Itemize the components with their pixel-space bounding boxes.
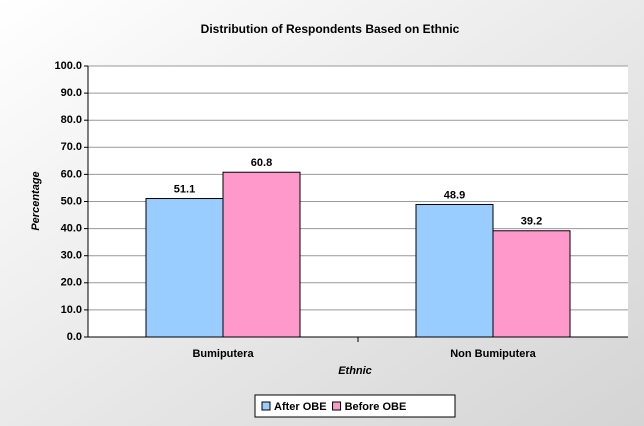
y-tick-label: 50.0 [61, 195, 82, 207]
y-tick-label: 40.0 [61, 223, 82, 235]
legend-label: Before OBE [345, 401, 407, 413]
data-label: 60.8 [251, 157, 272, 169]
y-tick-label: 70.0 [61, 141, 82, 153]
y-tick-label: 90.0 [61, 87, 82, 99]
y-tick-label: 10.0 [61, 304, 82, 316]
y-axis-title: Percentage [30, 171, 42, 230]
data-label: 48.9 [444, 189, 465, 201]
legend-box [254, 394, 456, 418]
y-tick-label: 0.0 [67, 331, 82, 343]
x-axis-title: Ethnic [338, 365, 372, 377]
bar [222, 171, 301, 338]
bar [415, 203, 494, 338]
x-tick-label: Non Bumiputera [450, 348, 536, 360]
chart-title: Distribution of Respondents Based on Eth… [201, 22, 460, 36]
y-tick-label: 20.0 [61, 277, 82, 289]
data-label: 39.2 [521, 216, 542, 228]
legend-swatch [261, 401, 271, 411]
y-tick-label: 100.0 [54, 60, 82, 72]
bar [145, 198, 224, 338]
y-tick-label: 30.0 [61, 250, 82, 262]
x-tick-label: Bumiputera [192, 348, 254, 360]
y-tick-label: 80.0 [61, 114, 82, 126]
legend-swatch [332, 401, 342, 411]
legend-label: After OBE [274, 401, 327, 413]
y-tick-label: 60.0 [61, 168, 82, 180]
bar [492, 230, 571, 338]
data-label: 51.1 [174, 183, 195, 195]
